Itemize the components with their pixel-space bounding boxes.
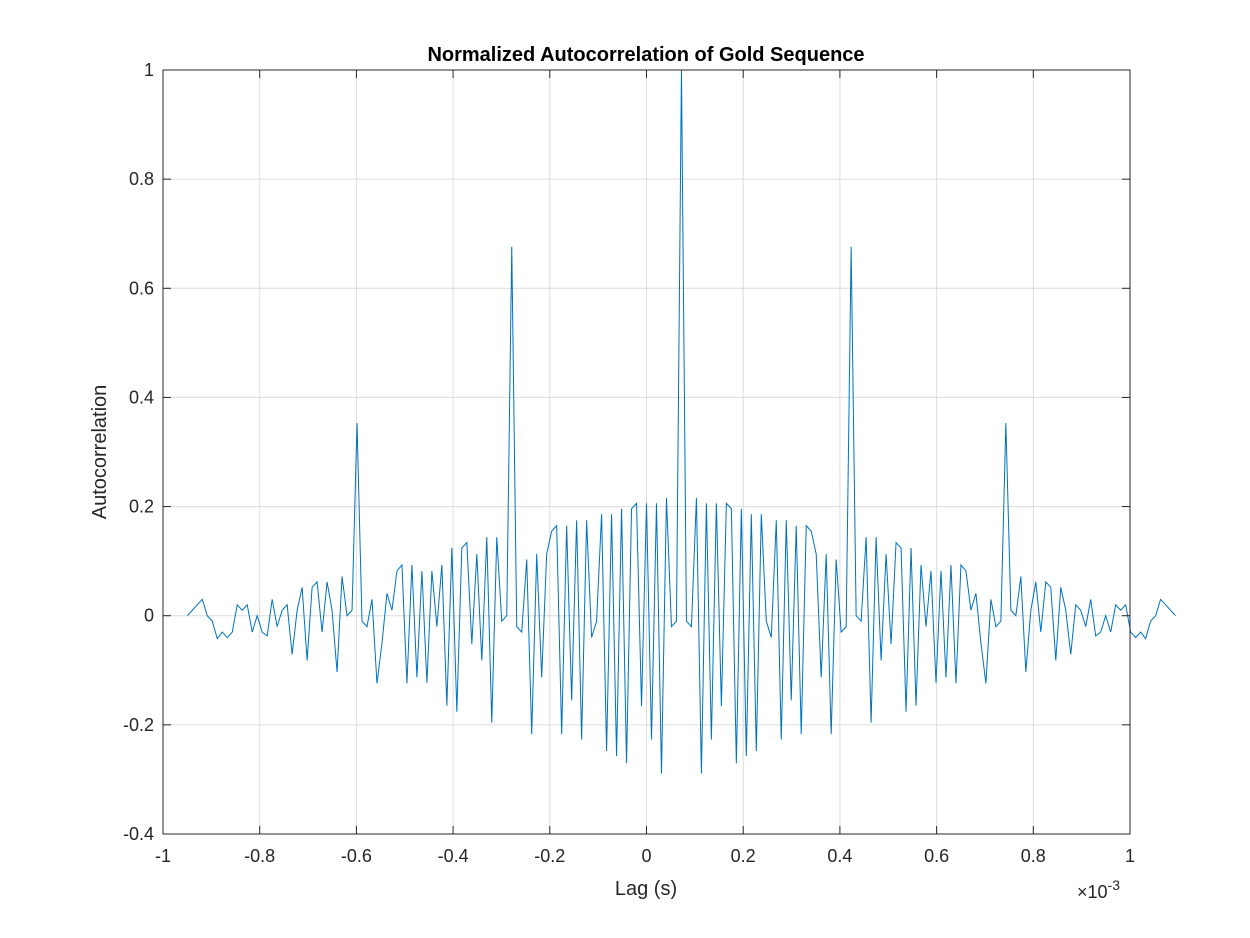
- y-tick-labels: -0.4 -0.2 0 0.2 0.4 0.6 0.8 1: [123, 60, 154, 844]
- y-axis-label: Autocorrelation: [89, 385, 111, 520]
- x-exponent-label: ×10-3: [1077, 877, 1120, 902]
- x-tick-label: 0: [641, 846, 651, 866]
- x-tick-label: -0.8: [244, 846, 275, 866]
- y-tick-label: 1: [144, 60, 154, 80]
- x-tick-label: -1: [155, 846, 171, 866]
- y-tick-label: 0.6: [129, 278, 154, 298]
- y-tick-label: 0.2: [129, 497, 154, 517]
- y-tick-label: 0: [144, 606, 154, 626]
- x-axis-label: Lag (s): [615, 878, 677, 900]
- x-tick-label: 0.8: [1021, 846, 1046, 866]
- x-tick-label: 0.6: [924, 846, 949, 866]
- y-tick-label: -0.2: [123, 715, 154, 735]
- x-tick-label: 0.4: [827, 846, 852, 866]
- x-exponent-base: ×10: [1077, 882, 1108, 902]
- tick-marks: [162, 69, 1131, 835]
- x-tick-labels: -1 -0.8 -0.6 -0.4 -0.2 0 0.2 0.4 0.6 0.8 1: [155, 846, 1135, 866]
- x-exponent-power: -3: [1108, 877, 1121, 893]
- x-tick-label: -0.2: [534, 846, 565, 866]
- y-tick-label: -0.4: [123, 824, 154, 844]
- x-tick-label: 1: [1125, 846, 1135, 866]
- chart-title: Normalized Autocorrelation of Gold Seque…: [427, 44, 864, 66]
- x-tick-label: -0.6: [341, 846, 372, 866]
- x-tick-label: -0.4: [438, 846, 469, 866]
- y-tick-label: 0.4: [129, 387, 154, 407]
- y-tick-label: 0.8: [129, 169, 154, 189]
- x-tick-label: 0.2: [731, 846, 756, 866]
